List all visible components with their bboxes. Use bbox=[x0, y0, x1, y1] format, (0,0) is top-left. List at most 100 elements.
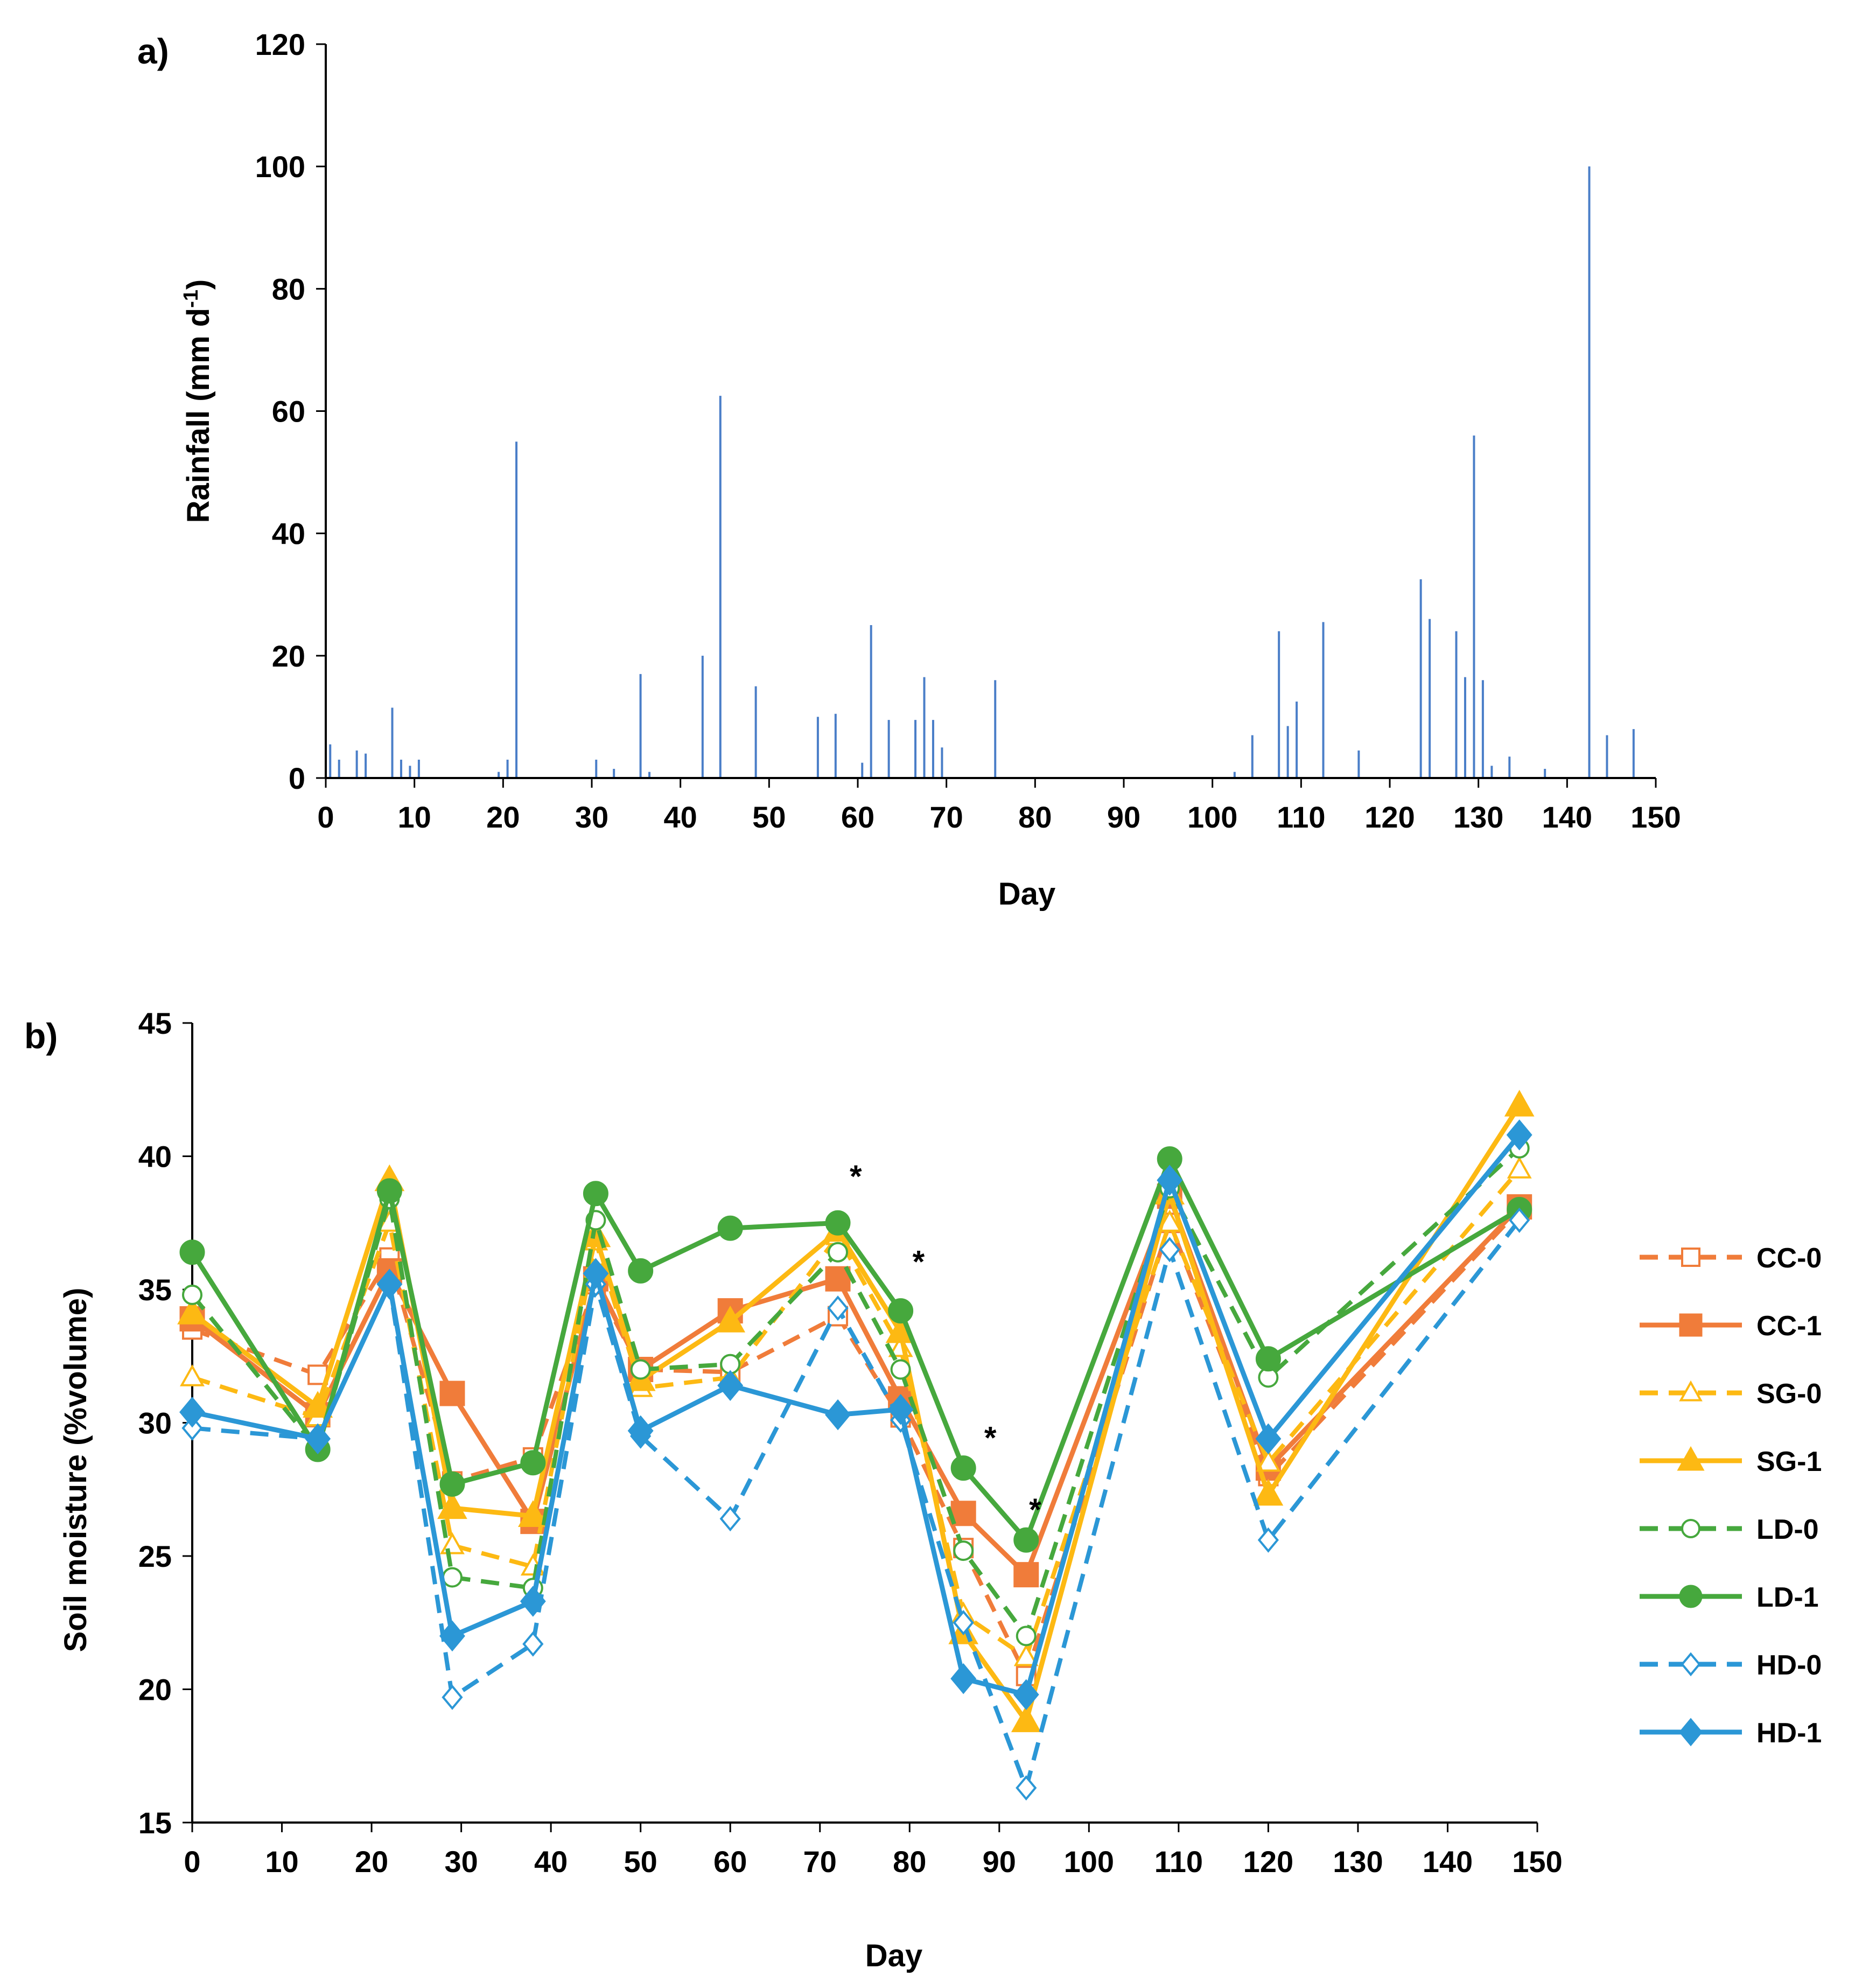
data-point-ld-0 bbox=[890, 1359, 911, 1380]
data-point-sg-1 bbox=[715, 1305, 746, 1333]
legend-label: SG-1 bbox=[1756, 1446, 1822, 1477]
soil-moisture-x-tick-label: 70 bbox=[803, 1845, 837, 1879]
panel-b-label: b) bbox=[24, 1016, 58, 1056]
data-point-ld-0 bbox=[828, 1242, 849, 1263]
rainfall-y-tick-label: 60 bbox=[272, 395, 305, 429]
soil-moisture-x-tick-label: 140 bbox=[1423, 1845, 1473, 1879]
soil-moisture-x-tick-label: 60 bbox=[713, 1845, 747, 1879]
data-point-hd-1 bbox=[439, 1620, 465, 1652]
rainfall-x-tick-label: 50 bbox=[752, 800, 786, 834]
legend-label: LD-1 bbox=[1756, 1582, 1819, 1613]
soil-moisture-x-tick-label: 110 bbox=[1154, 1845, 1203, 1879]
data-point-sg-1 bbox=[517, 1500, 548, 1527]
data-point-hd-0 bbox=[953, 1610, 974, 1636]
soil-moisture-y-tick-label: 25 bbox=[138, 1539, 172, 1573]
soil-moisture-y-tick-label: 20 bbox=[138, 1673, 172, 1707]
rainfall-chart: a) 0 10 20 30 40 50 60 70 80 90 100 110 120 130 140 150… bbox=[137, 27, 1681, 912]
rainfall-y-tick-label: 40 bbox=[272, 517, 305, 551]
rainfall-y-tick-label: 100 bbox=[255, 150, 305, 184]
data-point-hd-0 bbox=[1159, 1237, 1180, 1263]
rainfall-bars bbox=[329, 166, 1635, 778]
rainfall-x-tick-labels: 0 10 20 30 40 50 60 70 80 90 100 110 120 130 140 150 bbox=[317, 800, 1681, 834]
soil-moisture-x-tick-label: 40 bbox=[534, 1845, 568, 1879]
rainfall-x-tick-label: 110 bbox=[1277, 800, 1325, 834]
soil-moisture-x-tick-label: 0 bbox=[184, 1845, 200, 1879]
data-point-ld-1 bbox=[717, 1215, 743, 1241]
series-ld-0 bbox=[182, 1138, 1530, 1646]
legend-item-cc-1: CC-1 bbox=[1640, 1311, 1822, 1342]
legend-label: HD-0 bbox=[1756, 1650, 1822, 1681]
rainfall-x-tick-label: 30 bbox=[575, 800, 608, 834]
data-point-hd-0 bbox=[1509, 1207, 1530, 1233]
data-point-sg-1 bbox=[1253, 1479, 1284, 1506]
legend-label: CC-0 bbox=[1756, 1243, 1822, 1274]
data-point-hd-1 bbox=[1157, 1165, 1183, 1196]
data-point-ld-1 bbox=[583, 1181, 608, 1207]
legend-swatch-marker bbox=[1677, 1446, 1705, 1471]
soil-moisture-x-tick-label: 90 bbox=[983, 1845, 1016, 1879]
significance-asterisk: * bbox=[984, 1420, 997, 1455]
rainfall-y-tick-label: 80 bbox=[272, 272, 305, 306]
series-ld-1 bbox=[179, 1146, 1532, 1553]
legend-item-sg-1: SG-1 bbox=[1640, 1446, 1822, 1477]
rainfall-x-tick-label: 130 bbox=[1453, 800, 1503, 834]
rainfall-y-tick-label: 20 bbox=[272, 639, 305, 673]
data-point-ld-1 bbox=[1013, 1527, 1039, 1553]
data-point-hd-1 bbox=[1013, 1679, 1039, 1711]
rainfall-x-tick-label: 150 bbox=[1630, 800, 1681, 834]
soil-moisture-axes bbox=[183, 1022, 1538, 1832]
rainfall-x-tick-label: 10 bbox=[398, 800, 431, 834]
rainfall-x-tick-label: 70 bbox=[930, 800, 963, 834]
soil-moisture-x-tick-label: 10 bbox=[265, 1845, 298, 1879]
rainfall-y-axis-title-main: Rainfall (mm d bbox=[181, 308, 216, 523]
data-point-hd-0 bbox=[522, 1631, 544, 1657]
soil-moisture-x-tick-label: 20 bbox=[355, 1845, 388, 1879]
data-point-sg-1 bbox=[177, 1298, 207, 1325]
data-point-sg-1 bbox=[303, 1391, 333, 1418]
soil-moisture-y-axis-title: Soil moisture (%volume) bbox=[58, 1288, 93, 1652]
rainfall-axes bbox=[316, 43, 1657, 788]
data-point-sg-1 bbox=[1011, 1705, 1041, 1733]
data-point-sg-0 bbox=[1256, 1449, 1281, 1472]
data-point-hd-1 bbox=[627, 1415, 654, 1447]
soil-moisture-y-tick-label: 35 bbox=[138, 1273, 172, 1307]
data-point-ld-1 bbox=[888, 1298, 914, 1324]
rainfall-x-tick-label: 140 bbox=[1542, 800, 1592, 834]
rainfall-y-tick-labels: 0 20 40 60 80 100 120 bbox=[255, 27, 305, 795]
rainfall-y-tick-label: 0 bbox=[289, 761, 305, 795]
legend-swatch-marker bbox=[1679, 1718, 1703, 1747]
legend-label: SG-0 bbox=[1756, 1378, 1822, 1410]
soil-moisture-x-tick-label: 130 bbox=[1333, 1845, 1383, 1879]
data-point-ld-0 bbox=[182, 1284, 202, 1305]
legend-item-hd-1: HD-1 bbox=[1640, 1718, 1822, 1749]
soil-moisture-x-tick-label: 120 bbox=[1243, 1845, 1293, 1879]
data-point-hd-1 bbox=[950, 1663, 977, 1694]
rainfall-y-axis-title: Rainfall (mm d-1) bbox=[180, 279, 216, 523]
data-point-cc-1 bbox=[439, 1381, 465, 1406]
legend-label: LD-0 bbox=[1756, 1514, 1819, 1545]
data-point-ld-1 bbox=[628, 1258, 654, 1284]
legend-swatch-marker bbox=[1681, 1519, 1700, 1538]
rainfall-y-axis-title-sup: -1 bbox=[180, 290, 202, 308]
soil-moisture-series bbox=[177, 1089, 1535, 1801]
data-point-hd-0 bbox=[181, 1415, 203, 1441]
rainfall-x-tick-label: 100 bbox=[1187, 800, 1237, 834]
soil-moisture-x-tick-label: 50 bbox=[624, 1845, 657, 1879]
soil-moisture-x-tick-label: 30 bbox=[444, 1845, 478, 1879]
data-point-ld-0 bbox=[953, 1540, 974, 1561]
data-point-hd-0 bbox=[719, 1506, 741, 1532]
soil-moisture-y-tick-labels: 15 20 25 30 35 40 45 bbox=[138, 1006, 172, 1840]
data-point-hd-1 bbox=[887, 1394, 914, 1425]
legend-item-hd-0: HD-0 bbox=[1640, 1650, 1822, 1681]
data-point-sg-1 bbox=[437, 1492, 467, 1519]
data-point-ld-1 bbox=[825, 1210, 851, 1236]
significance-asterisk: * bbox=[913, 1245, 925, 1280]
data-point-ld-0 bbox=[442, 1567, 463, 1588]
data-point-ld-1 bbox=[1255, 1346, 1281, 1372]
data-point-ld-1 bbox=[179, 1239, 205, 1265]
legend-item-cc-0: CC-0 bbox=[1640, 1243, 1822, 1274]
data-point-cc-1 bbox=[1013, 1562, 1039, 1588]
data-point-hd-1 bbox=[179, 1396, 205, 1428]
data-point-ld-1 bbox=[520, 1450, 546, 1476]
series-line-ld-0 bbox=[190, 1146, 1521, 1638]
